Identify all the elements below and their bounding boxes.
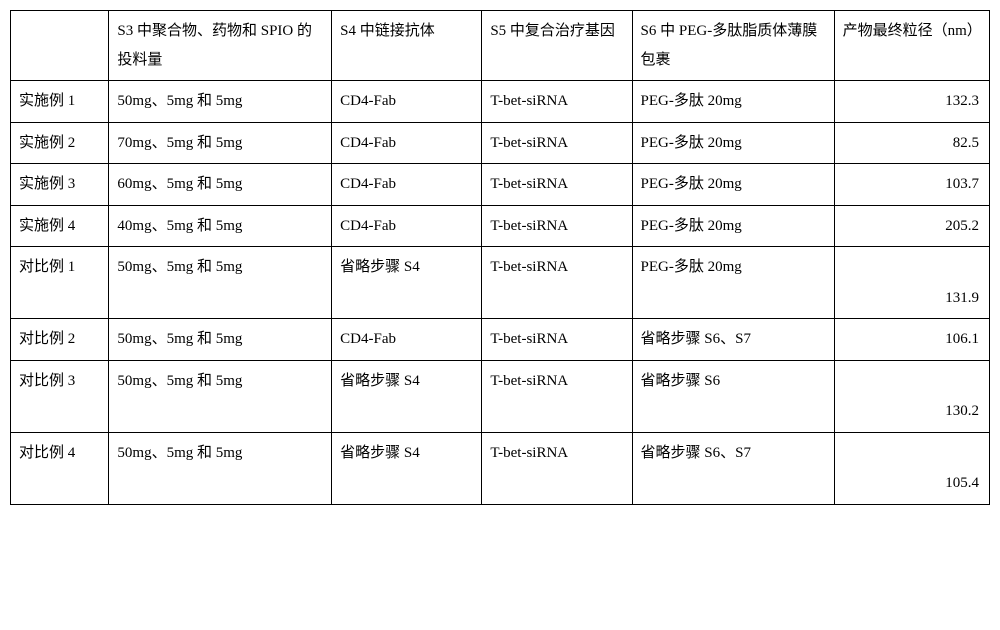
cell-result: 105.4 bbox=[834, 432, 989, 504]
cell-s4: CD4-Fab bbox=[332, 164, 482, 206]
cell-s4: CD4-Fab bbox=[332, 319, 482, 361]
table-row: 实施例 440mg、5mg 和 5mgCD4-FabT-bet-siRNAPEG… bbox=[11, 205, 990, 247]
cell-label: 实施例 2 bbox=[11, 122, 109, 164]
cell-s4: 省略步骤 S4 bbox=[332, 247, 482, 319]
cell-s5: T-bet-siRNA bbox=[482, 164, 632, 206]
cell-s5: T-bet-siRNA bbox=[482, 81, 632, 123]
cell-s3: 50mg、5mg 和 5mg bbox=[109, 81, 332, 123]
cell-s6: PEG-多肽 20mg bbox=[632, 205, 834, 247]
table-row: 对比例 150mg、5mg 和 5mg省略步骤 S4T-bet-siRNAPEG… bbox=[11, 247, 990, 319]
header-s5: S5 中复合治疗基因 bbox=[482, 11, 632, 81]
cell-s3: 60mg、5mg 和 5mg bbox=[109, 164, 332, 206]
table-row: 对比例 250mg、5mg 和 5mgCD4-FabT-bet-siRNA省略步… bbox=[11, 319, 990, 361]
cell-s4: 省略步骤 S4 bbox=[332, 432, 482, 504]
header-row: S3 中聚合物、药物和 SPIO 的投料量 S4 中链接抗体 S5 中复合治疗基… bbox=[11, 11, 990, 81]
cell-result: 205.2 bbox=[834, 205, 989, 247]
table-row: 实施例 270mg、5mg 和 5mgCD4-FabT-bet-siRNAPEG… bbox=[11, 122, 990, 164]
cell-s6: 省略步骤 S6、S7 bbox=[632, 319, 834, 361]
header-label bbox=[11, 11, 109, 81]
cell-s5: T-bet-siRNA bbox=[482, 432, 632, 504]
cell-result: 130.2 bbox=[834, 360, 989, 432]
cell-label: 对比例 3 bbox=[11, 360, 109, 432]
cell-s3: 50mg、5mg 和 5mg bbox=[109, 247, 332, 319]
data-table: S3 中聚合物、药物和 SPIO 的投料量 S4 中链接抗体 S5 中复合治疗基… bbox=[10, 10, 990, 505]
cell-s4: CD4-Fab bbox=[332, 205, 482, 247]
header-s3: S3 中聚合物、药物和 SPIO 的投料量 bbox=[109, 11, 332, 81]
cell-label: 实施例 3 bbox=[11, 164, 109, 206]
header-s4: S4 中链接抗体 bbox=[332, 11, 482, 81]
header-s6: S6 中 PEG-多肽脂质体薄膜包裹 bbox=[632, 11, 834, 81]
cell-label: 对比例 4 bbox=[11, 432, 109, 504]
cell-s4: 省略步骤 S4 bbox=[332, 360, 482, 432]
cell-s6: 省略步骤 S6 bbox=[632, 360, 834, 432]
cell-label: 实施例 1 bbox=[11, 81, 109, 123]
cell-result: 106.1 bbox=[834, 319, 989, 361]
cell-s5: T-bet-siRNA bbox=[482, 319, 632, 361]
cell-result: 131.9 bbox=[834, 247, 989, 319]
table-body: 实施例 150mg、5mg 和 5mgCD4-FabT-bet-siRNAPEG… bbox=[11, 81, 990, 505]
cell-result: 103.7 bbox=[834, 164, 989, 206]
table-row: 实施例 150mg、5mg 和 5mgCD4-FabT-bet-siRNAPEG… bbox=[11, 81, 990, 123]
cell-label: 对比例 1 bbox=[11, 247, 109, 319]
cell-result: 82.5 bbox=[834, 122, 989, 164]
header-result: 产物最终粒径（nm） bbox=[834, 11, 989, 81]
cell-s6: PEG-多肽 20mg bbox=[632, 164, 834, 206]
cell-s5: T-bet-siRNA bbox=[482, 360, 632, 432]
cell-s5: T-bet-siRNA bbox=[482, 247, 632, 319]
cell-s6: PEG-多肽 20mg bbox=[632, 247, 834, 319]
cell-s4: CD4-Fab bbox=[332, 81, 482, 123]
cell-s3: 70mg、5mg 和 5mg bbox=[109, 122, 332, 164]
cell-s5: T-bet-siRNA bbox=[482, 122, 632, 164]
cell-s3: 40mg、5mg 和 5mg bbox=[109, 205, 332, 247]
cell-s5: T-bet-siRNA bbox=[482, 205, 632, 247]
cell-s3: 50mg、5mg 和 5mg bbox=[109, 319, 332, 361]
cell-label: 实施例 4 bbox=[11, 205, 109, 247]
table-row: 对比例 450mg、5mg 和 5mg省略步骤 S4T-bet-siRNA省略步… bbox=[11, 432, 990, 504]
table-row: 对比例 350mg、5mg 和 5mg省略步骤 S4T-bet-siRNA省略步… bbox=[11, 360, 990, 432]
cell-s6: 省略步骤 S6、S7 bbox=[632, 432, 834, 504]
cell-s4: CD4-Fab bbox=[332, 122, 482, 164]
cell-s3: 50mg、5mg 和 5mg bbox=[109, 360, 332, 432]
cell-s6: PEG-多肽 20mg bbox=[632, 122, 834, 164]
table-row: 实施例 360mg、5mg 和 5mgCD4-FabT-bet-siRNAPEG… bbox=[11, 164, 990, 206]
cell-label: 对比例 2 bbox=[11, 319, 109, 361]
cell-s3: 50mg、5mg 和 5mg bbox=[109, 432, 332, 504]
cell-result: 132.3 bbox=[834, 81, 989, 123]
cell-s6: PEG-多肽 20mg bbox=[632, 81, 834, 123]
